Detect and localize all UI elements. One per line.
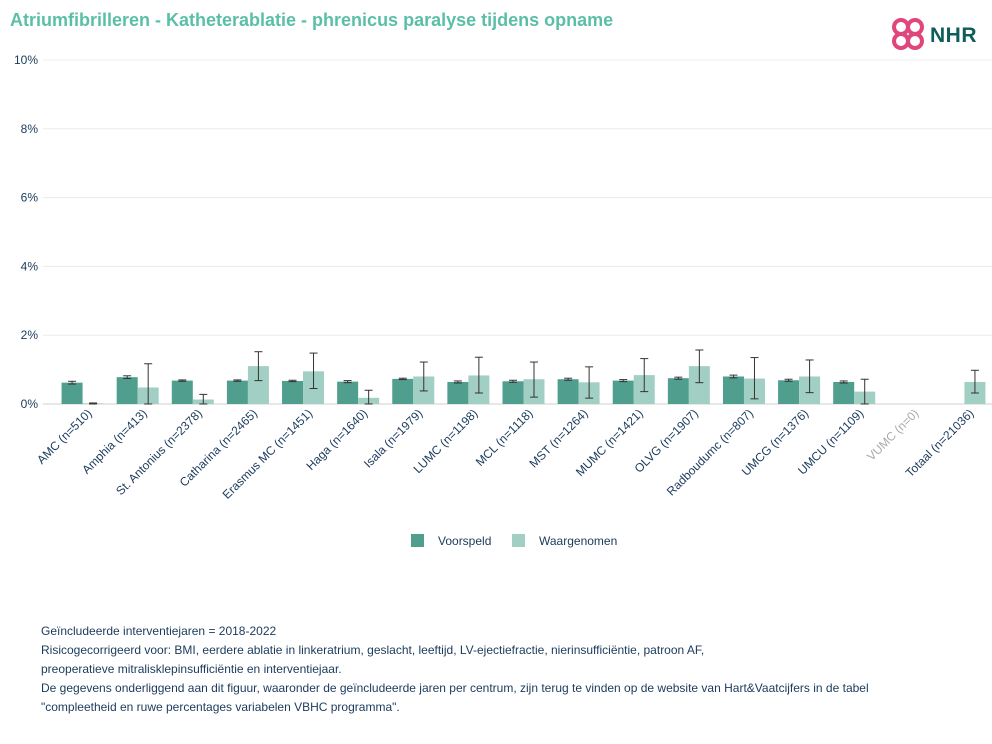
x-tick-label: AMC (n=510) bbox=[34, 406, 95, 467]
y-tick-label: 2% bbox=[21, 328, 39, 342]
bar-voorspeld bbox=[337, 381, 359, 404]
bar-voorspeld bbox=[833, 381, 855, 404]
x-tick-label: VUMC (n=0) bbox=[864, 406, 921, 463]
bar-voorspeld bbox=[116, 377, 138, 404]
footnote-risk-1: Risicogecorrigeerd voor: BMI, eerdere ab… bbox=[41, 643, 705, 657]
footnote-years: Geïncludeerde interventiejaren = 2018-20… bbox=[41, 624, 277, 638]
y-tick-label: 8% bbox=[21, 122, 39, 136]
legend-label-voorspeld: Voorspeld bbox=[438, 534, 491, 548]
footnote-source-2: "compleetheid en ruwe percentages variab… bbox=[41, 700, 400, 714]
bar-voorspeld bbox=[557, 379, 579, 404]
bar-chart: 0%2%4%6%8%10%AMC (n=510)Amphia (n=413)St… bbox=[14, 53, 992, 548]
legend-swatch-waargenomen bbox=[512, 534, 525, 547]
y-tick-label: 4% bbox=[21, 259, 39, 273]
x-tick-label: Erasmus MC (n=1451) bbox=[220, 406, 315, 501]
bar-waargenomen bbox=[688, 366, 710, 404]
bar-voorspeld bbox=[226, 380, 248, 404]
nhr-heart-icon bbox=[892, 18, 924, 50]
bar-voorspeld bbox=[667, 378, 689, 404]
nhr-logo: NHR bbox=[890, 16, 982, 56]
chart-title: Atriumfibrilleren - Katheterablatie - ph… bbox=[10, 10, 614, 30]
legend-swatch-voorspeld bbox=[411, 534, 424, 547]
y-tick-label: 0% bbox=[21, 397, 39, 411]
bar-voorspeld bbox=[392, 378, 414, 404]
y-tick-label: 10% bbox=[14, 53, 38, 67]
legend-label-waargenomen: Waargenomen bbox=[539, 534, 617, 548]
bar-voorspeld bbox=[61, 382, 83, 404]
bar-voorspeld bbox=[447, 381, 469, 404]
bar-voorspeld bbox=[612, 380, 634, 404]
bar-voorspeld bbox=[282, 380, 304, 404]
bar-waargenomen bbox=[247, 366, 269, 404]
bar-voorspeld bbox=[778, 380, 800, 404]
bar-voorspeld bbox=[171, 380, 193, 404]
bar-voorspeld bbox=[722, 376, 744, 404]
logo-text: NHR bbox=[930, 24, 977, 47]
footnote-risk-2: preoperatieve mitralisklepinsufficiëntie… bbox=[41, 662, 342, 676]
footnote-source-1: De gegevens onderliggend aan dit figuur,… bbox=[41, 681, 869, 695]
footnotes: Geïncludeerde interventiejaren = 2018-20… bbox=[41, 622, 971, 717]
y-tick-label: 6% bbox=[21, 191, 39, 205]
bar-voorspeld bbox=[502, 381, 524, 404]
